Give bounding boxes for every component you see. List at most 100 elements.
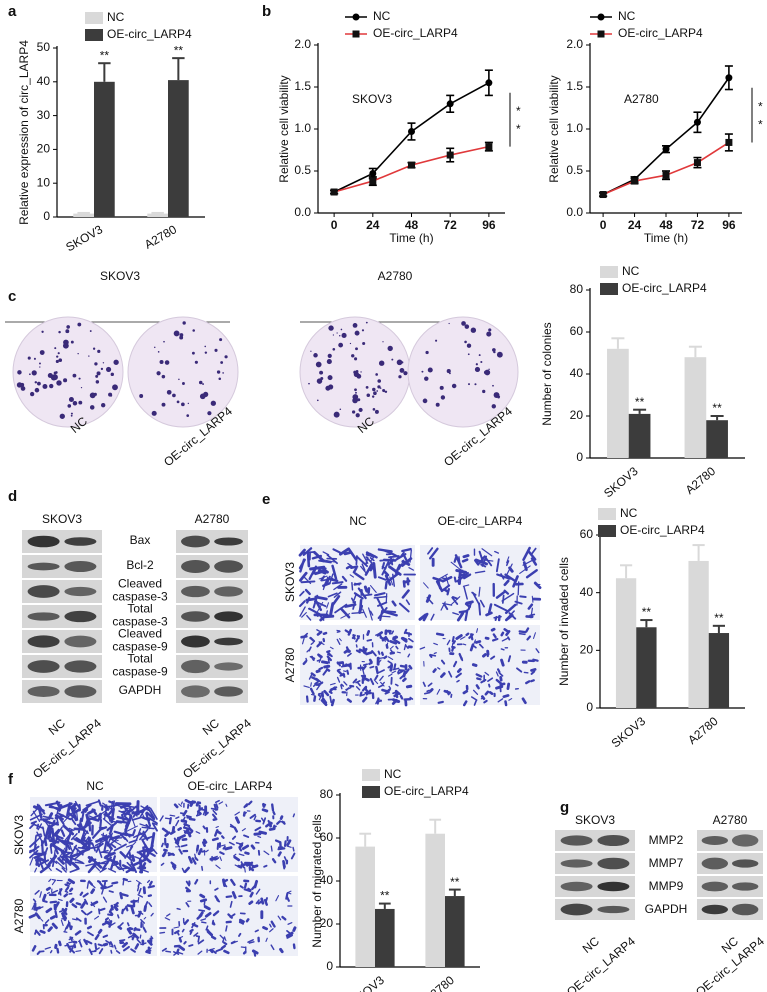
cell [70, 816, 76, 820]
cell [451, 596, 459, 605]
cell [472, 645, 477, 649]
colony [484, 369, 491, 376]
cell [504, 603, 517, 615]
cell [83, 938, 88, 946]
y-tick-label: 20 [580, 643, 594, 657]
cell [87, 880, 94, 886]
cell [329, 602, 335, 617]
cell [178, 848, 183, 855]
y-tick-label: 10 [37, 175, 51, 189]
cell [182, 809, 188, 817]
blot-strip [176, 605, 248, 628]
cell [64, 890, 69, 894]
cell [347, 628, 352, 636]
blot-band [64, 537, 97, 546]
cell [29, 856, 34, 866]
cell [388, 685, 392, 689]
cell [117, 925, 123, 930]
colony [451, 383, 457, 389]
cell [65, 886, 70, 891]
y-tick-label: 80 [320, 787, 334, 801]
bar [375, 908, 395, 967]
cell [210, 948, 217, 954]
cell [61, 867, 67, 873]
cell [131, 858, 147, 867]
cell [455, 569, 468, 574]
cell [108, 890, 114, 893]
colony [38, 362, 41, 365]
cell [440, 659, 446, 665]
blot-band [64, 586, 97, 597]
cell [201, 865, 204, 871]
cell [183, 826, 190, 830]
cell [222, 878, 227, 888]
cell [286, 839, 292, 847]
cell [398, 559, 405, 570]
cell [140, 918, 146, 924]
cell [193, 932, 199, 937]
cell [378, 684, 384, 688]
cell [159, 815, 164, 822]
cell [403, 643, 407, 651]
colony [379, 387, 382, 389]
cell [535, 648, 540, 654]
cell [134, 856, 141, 860]
cell [339, 607, 351, 619]
cell [124, 830, 131, 838]
cell [180, 819, 188, 824]
legend-label: OE-circ_LARP4 [622, 281, 707, 295]
cell [333, 591, 342, 598]
cell [360, 565, 367, 574]
colony [159, 359, 164, 365]
cell [392, 691, 397, 695]
colony [210, 400, 216, 406]
cell [526, 635, 532, 641]
cell [345, 686, 352, 691]
cell-line-label: SKOV3 [42, 512, 82, 526]
bar [147, 213, 168, 217]
colony [224, 355, 228, 359]
cell [463, 586, 468, 600]
colony [95, 374, 99, 378]
panel-label: b [262, 3, 271, 20]
colony [96, 371, 101, 376]
cell [527, 550, 537, 561]
cell [465, 632, 470, 637]
cell [522, 546, 531, 562]
y-tick-label: 0 [586, 700, 593, 714]
colony [218, 377, 222, 381]
cell [480, 563, 487, 568]
cell [49, 950, 53, 954]
cell [365, 556, 373, 564]
cell [387, 656, 394, 661]
colony [496, 351, 503, 358]
x-tick-label: 48 [405, 218, 419, 232]
cell [187, 855, 193, 864]
cell [111, 837, 123, 840]
cell [368, 658, 373, 664]
cell [199, 898, 208, 903]
cell [258, 830, 267, 835]
cell [362, 696, 368, 703]
cell [107, 848, 112, 857]
cell [310, 672, 316, 677]
cell [183, 866, 190, 874]
cell [319, 615, 325, 621]
cell [345, 564, 352, 570]
cell [95, 843, 102, 853]
cell [171, 863, 177, 869]
blot-strip [555, 876, 635, 897]
cell-line-label: A2780 [378, 269, 413, 283]
y-tick-label: 0.5 [294, 163, 311, 177]
x-tick-label: 24 [366, 218, 380, 232]
cell [363, 585, 369, 593]
blot-band [181, 535, 210, 548]
cell [111, 881, 119, 885]
cell [214, 857, 220, 861]
colony [354, 330, 360, 336]
blot-band [214, 560, 243, 573]
cell [304, 588, 311, 596]
blot-band [181, 685, 210, 698]
cell [503, 628, 509, 633]
cell [403, 628, 408, 635]
